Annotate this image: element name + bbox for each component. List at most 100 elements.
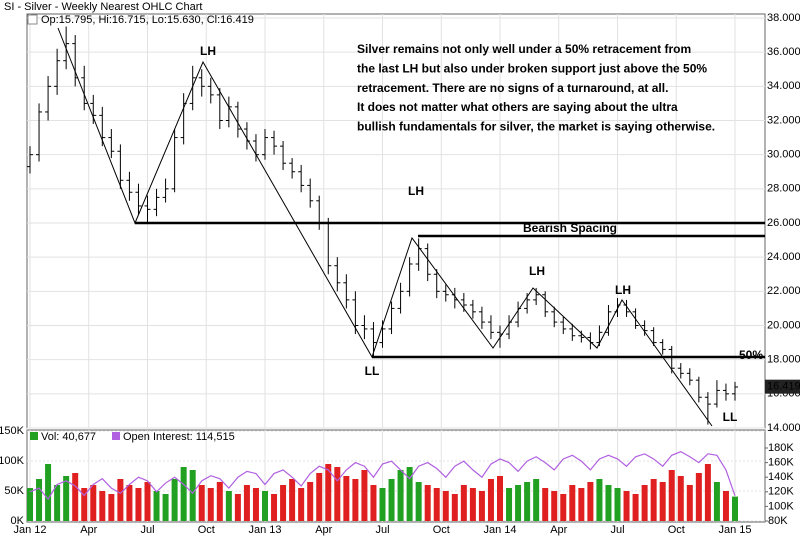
volume-bar bbox=[551, 491, 558, 521]
volume-bar bbox=[234, 494, 241, 521]
annotation-label: LH bbox=[615, 283, 631, 297]
volume-bar bbox=[677, 476, 684, 521]
note-line: bullish fundamentals for silver, the mar… bbox=[357, 119, 715, 133]
x-tick-label: Jan 14 bbox=[483, 524, 516, 536]
volume-bar bbox=[533, 479, 540, 521]
y2-tick-label: 160K bbox=[768, 457, 794, 469]
volume-bar bbox=[460, 485, 467, 521]
open-interest-line bbox=[29, 450, 736, 501]
volume-bar bbox=[569, 485, 576, 521]
y2-tick-label: 120K bbox=[768, 486, 794, 498]
volume-bar bbox=[424, 485, 431, 521]
y-tick-label: 150K bbox=[0, 425, 25, 437]
y-tick-label: 36.000 bbox=[767, 46, 800, 58]
volume-bar bbox=[704, 464, 711, 521]
annotations bbox=[57, 27, 765, 427]
volume-bar bbox=[632, 494, 639, 521]
annotation-label: LL bbox=[723, 410, 738, 424]
x-tick-label: Jan 15 bbox=[718, 524, 751, 536]
volume-bar bbox=[406, 467, 413, 521]
volume-bar bbox=[334, 467, 341, 521]
volume-bar bbox=[560, 494, 567, 521]
volume-bar bbox=[442, 491, 449, 521]
annotation-label: Bearish Spacing bbox=[523, 221, 617, 235]
x-tick-label: Oct bbox=[668, 524, 685, 536]
y-tick-label: 14.000 bbox=[767, 422, 800, 434]
y-tick-label: 0K bbox=[11, 515, 25, 527]
y-tick-label: 32.000 bbox=[767, 114, 800, 126]
volume-bar bbox=[54, 485, 61, 521]
x-tick-label: Jan 13 bbox=[248, 524, 281, 536]
volume-bar bbox=[695, 473, 702, 521]
volume-bar bbox=[722, 491, 729, 521]
volume-bar bbox=[641, 485, 648, 521]
volume-bar bbox=[515, 485, 522, 521]
volume-bar bbox=[596, 479, 603, 521]
volume-bar bbox=[307, 482, 314, 521]
annotation-label: LH bbox=[200, 44, 216, 58]
volume-bar bbox=[72, 473, 79, 521]
volume-frame bbox=[26, 429, 766, 523]
volume-bar bbox=[162, 494, 169, 521]
volume-bar bbox=[352, 479, 359, 521]
volume-bar bbox=[506, 488, 513, 521]
volume-bar bbox=[153, 491, 160, 521]
note-line: Silver remains not only well under a 50%… bbox=[357, 42, 691, 56]
note-line: the last LH but also under broken suppor… bbox=[357, 61, 707, 75]
volume-bar bbox=[542, 488, 549, 521]
volume-bar bbox=[379, 488, 386, 521]
x-tick-label: Jul bbox=[375, 524, 389, 536]
volume-bar bbox=[451, 494, 458, 521]
volume-bar bbox=[27, 488, 33, 521]
volume-bar bbox=[216, 482, 223, 521]
volume-bar bbox=[524, 482, 531, 521]
trend-zigzag bbox=[57, 27, 713, 427]
volume-bar bbox=[469, 488, 476, 521]
volume-bar bbox=[487, 479, 494, 521]
last-price-label: 16.419 bbox=[767, 381, 800, 393]
y-tick-label: 30.000 bbox=[767, 149, 800, 161]
y-tick-label: 100K bbox=[0, 455, 25, 467]
y-tick-label: 26.000 bbox=[767, 217, 800, 229]
y-tick-label: 20.000 bbox=[767, 319, 800, 331]
x-tick-label: Apr bbox=[550, 524, 567, 536]
volume-bar bbox=[713, 482, 720, 521]
y2-tick-label: 80K bbox=[768, 515, 788, 527]
volume-bar bbox=[668, 470, 675, 521]
annotation-label: LH bbox=[529, 264, 545, 278]
volume-bar bbox=[325, 464, 332, 521]
volume-bar bbox=[126, 485, 133, 521]
volume-bar bbox=[343, 476, 350, 521]
volume-bar bbox=[361, 470, 368, 521]
x-tick-label: Jul bbox=[610, 524, 624, 536]
y-tick-label: 34.000 bbox=[767, 80, 800, 92]
annotation-label: 50% bbox=[739, 348, 763, 362]
legend-swatch bbox=[30, 432, 38, 440]
volume-bar bbox=[659, 482, 666, 521]
annotation-label: LH bbox=[408, 184, 424, 198]
x-tick-label: Apr bbox=[80, 524, 97, 536]
volume-bar bbox=[614, 488, 621, 521]
volume-bar bbox=[99, 491, 106, 521]
legend-label: Open Interest: 114,515 bbox=[123, 431, 235, 443]
volume-bar bbox=[262, 491, 268, 521]
volume-bar bbox=[732, 496, 738, 521]
volume-bar bbox=[225, 491, 232, 521]
volume-bar bbox=[316, 473, 323, 521]
x-tick-label: Oct bbox=[433, 524, 450, 536]
price-legend: Op:15.795, Hi:16.715, Lo:15.630, Cl:16.4… bbox=[41, 14, 254, 26]
chart-title: SI - Silver - Weekly Nearest OHLC Chart bbox=[4, 1, 202, 13]
volume-bar bbox=[90, 485, 97, 521]
legend-icon bbox=[27, 14, 38, 25]
y2-tick-label: 100K bbox=[768, 500, 794, 512]
annotation-label: LL bbox=[365, 364, 380, 378]
volume-bar bbox=[289, 479, 296, 521]
x-tick-label: Oct bbox=[198, 524, 215, 536]
volume-bar bbox=[388, 479, 395, 521]
volume-bar bbox=[81, 488, 88, 521]
y-tick-label: 50K bbox=[4, 485, 24, 497]
volume-bar bbox=[171, 479, 178, 521]
volume-bar bbox=[207, 488, 214, 521]
volume-bar bbox=[198, 485, 205, 521]
